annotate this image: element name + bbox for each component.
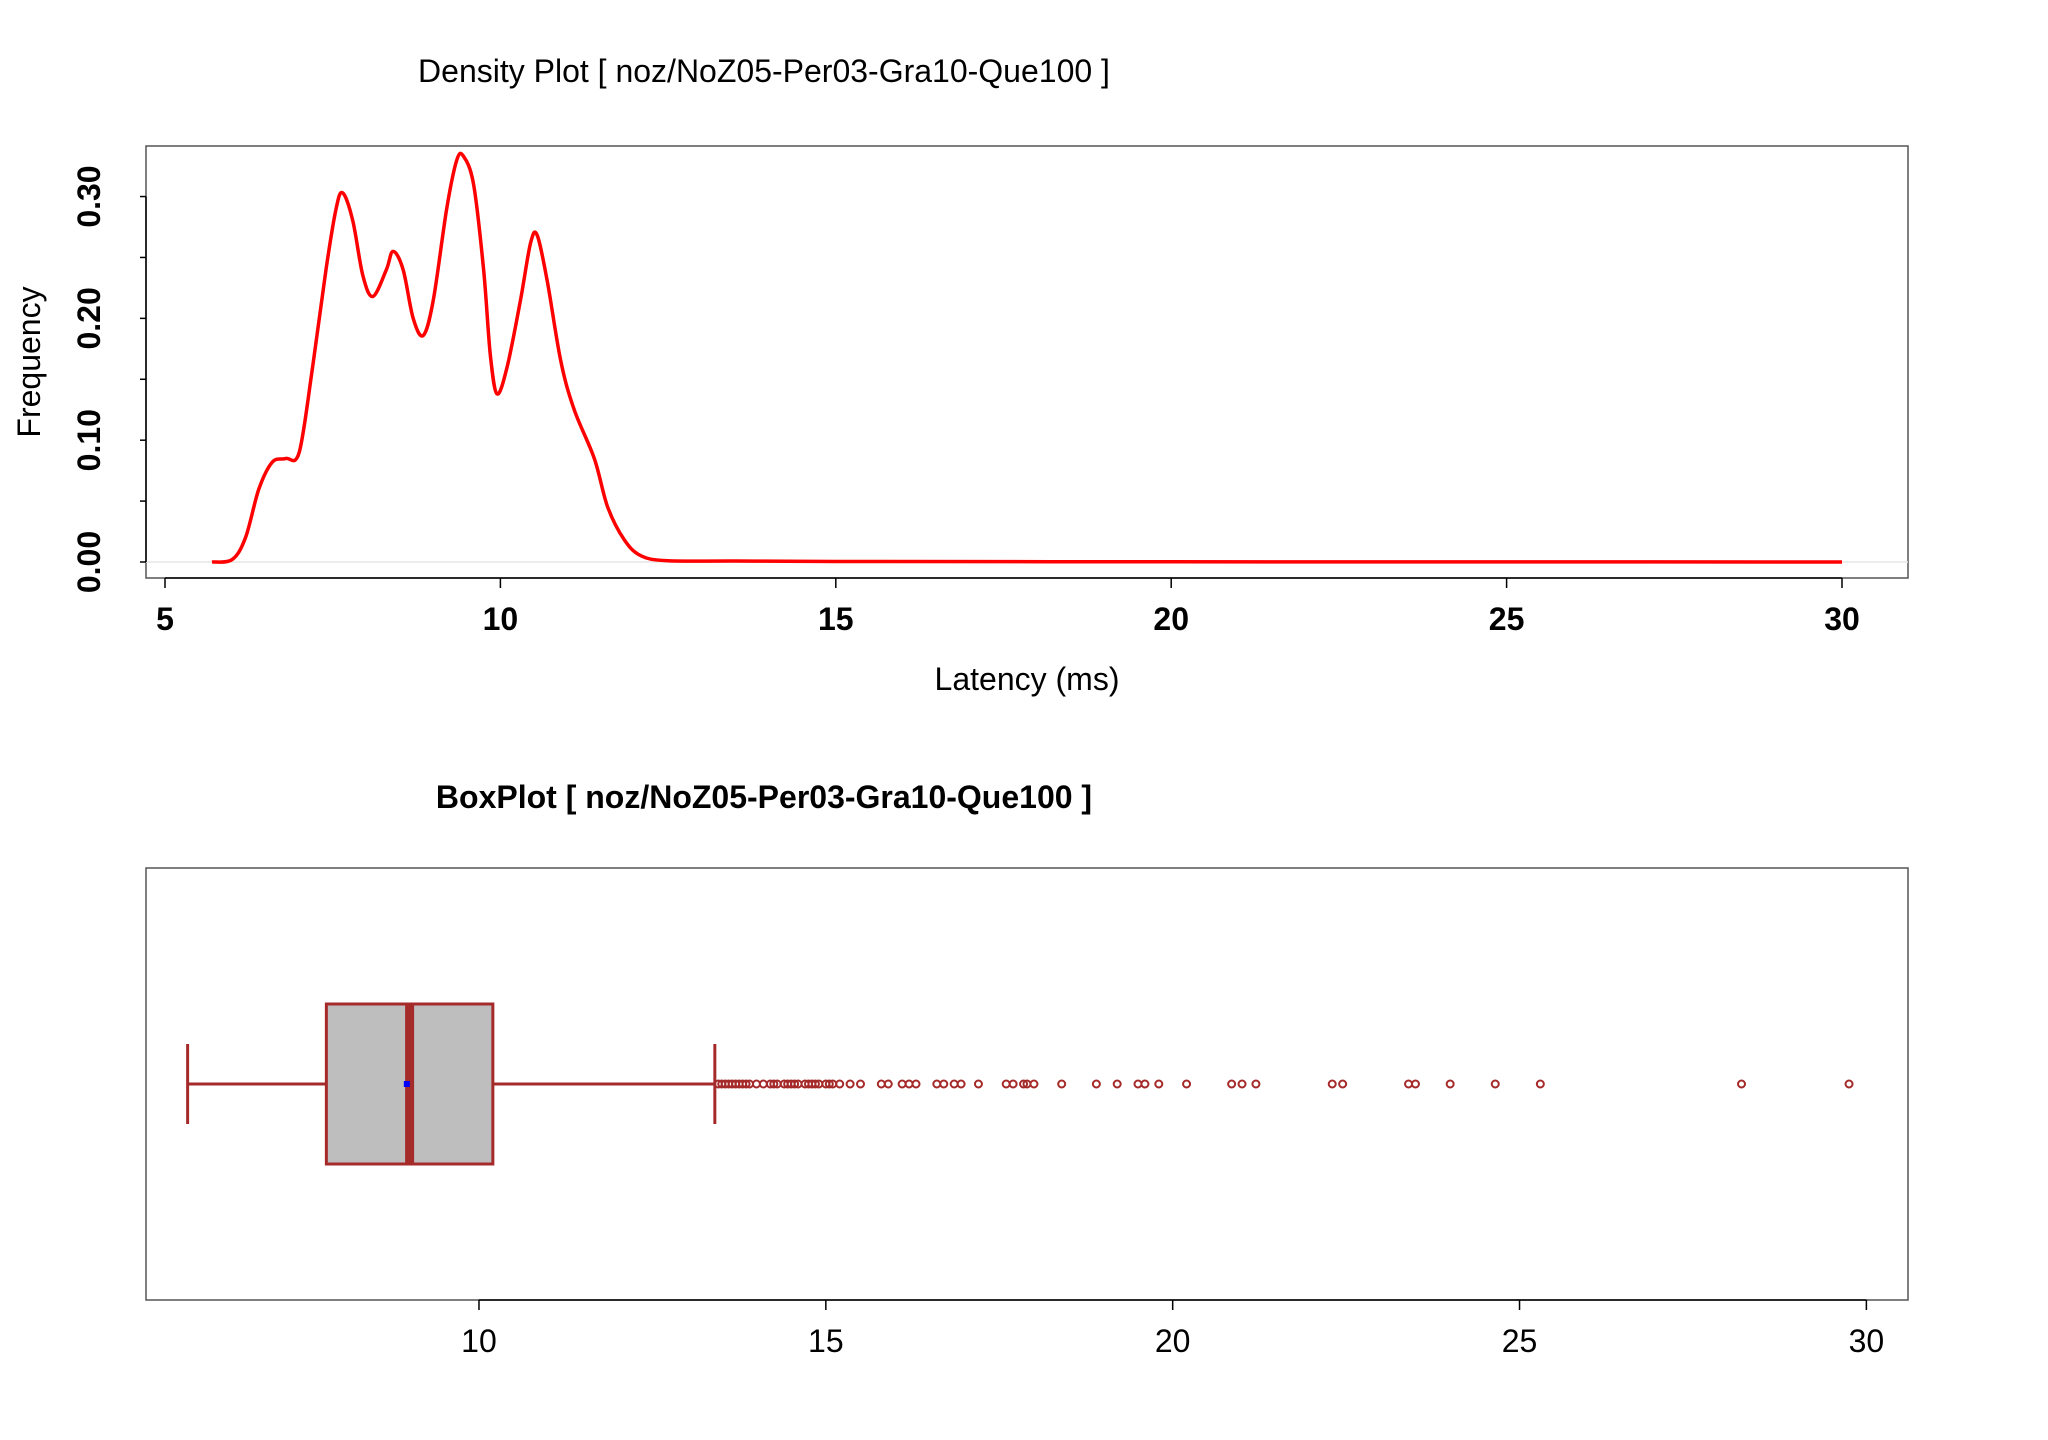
boxplot-outlier-point: [1057, 1079, 1067, 1089]
boxplot-outlier-point: [1019, 1079, 1029, 1089]
density-y-axis: 0.00 0.10 0.20 0.30: [71, 165, 147, 593]
boxplot-outlier-point: [1237, 1079, 1247, 1089]
boxplot-outlier-point: [1029, 1079, 1039, 1089]
boxplot-x-tick-label: 30: [1849, 1323, 1885, 1359]
density-y-tick-label: 0.00: [71, 531, 107, 593]
boxplot-outlier-point: [1251, 1079, 1261, 1089]
boxplot-outlier-point: [973, 1079, 983, 1089]
density-x-tick-label: 15: [818, 601, 854, 637]
boxplot-outlier-point: [1182, 1079, 1192, 1089]
boxplot-outlier-point: [1445, 1079, 1455, 1089]
boxplot-outlier-point: [939, 1079, 949, 1089]
boxplot-outlier-point: [1844, 1079, 1854, 1089]
boxplot-x-axis: 10 15 20 25 30: [461, 1299, 1885, 1359]
boxplot-outlier-point: [911, 1079, 921, 1089]
boxplot-outlier-point: [845, 1079, 855, 1089]
boxplot-x-tick-label: 25: [1502, 1323, 1538, 1359]
boxplot-title: BoxPlot [ noz/NoZ05-Per03-Gra10-Que100 ]: [436, 779, 1092, 815]
boxplot-outlier-point: [1112, 1079, 1122, 1089]
density-x-axis: 5 10 15 20 25 30: [156, 577, 1860, 637]
boxplot-outlier-point: [1535, 1079, 1545, 1089]
density-x-tick-label: 20: [1153, 601, 1189, 637]
boxplot-outlier-point: [810, 1079, 820, 1089]
boxplot-outlier-point: [835, 1079, 845, 1089]
boxplot-outlier-point: [1140, 1079, 1150, 1089]
density-x-tick-label: 5: [156, 601, 174, 637]
boxplot-outlier-point: [1154, 1079, 1164, 1089]
boxplot-outlier-point: [790, 1079, 800, 1089]
boxplot-mean-marker: [403, 1081, 410, 1087]
boxplot-outlier-point: [769, 1079, 779, 1089]
boxplot-outlier-point: [1737, 1079, 1747, 1089]
density-x-axis-label: Latency (ms): [935, 661, 1120, 697]
density-y-tick-label: 0.10: [71, 409, 107, 471]
density-x-tick-label: 10: [483, 601, 519, 637]
density-x-tick-label: 25: [1489, 601, 1525, 637]
density-title: Density Plot [ noz/NoZ05-Per03-Gra10-Que…: [418, 53, 1110, 89]
box-plot: BoxPlot [ noz/NoZ05-Per03-Gra10-Que100 ]…: [145, 779, 1909, 1359]
boxplot-outlier-point: [741, 1079, 751, 1089]
boxplot-x-tick-label: 10: [461, 1323, 497, 1359]
boxplot-x-tick-label: 20: [1155, 1323, 1191, 1359]
boxplot-outlier-point: [1227, 1079, 1237, 1089]
boxplot-outlier-point: [1327, 1079, 1337, 1089]
density-x-tick-label: 30: [1824, 601, 1860, 637]
density-y-tick-label: 0.30: [71, 165, 107, 227]
boxplot-outlier-point: [824, 1079, 834, 1089]
boxplot-outlier-point: [1008, 1079, 1018, 1089]
boxplot-outlier-point: [956, 1079, 966, 1089]
density-plot: Density Plot [ noz/NoZ05-Per03-Gra10-Que…: [11, 53, 1909, 697]
density-plot-frame: [145, 145, 1909, 579]
density-y-axis-label: Frequency: [11, 286, 47, 437]
boxplot-outlier-point: [883, 1079, 893, 1089]
density-curve: [211, 151, 1843, 564]
boxplot-outlier-point: [1338, 1079, 1348, 1089]
boxplot-elements: [186, 1002, 1854, 1166]
boxplot-outlier-point: [1490, 1079, 1500, 1089]
density-y-tick-label: 0.20: [71, 287, 107, 349]
boxplot-outlier-point: [856, 1079, 866, 1089]
boxplot-outlier-point: [1410, 1079, 1420, 1089]
boxplot-outlier-point: [1091, 1079, 1101, 1089]
boxplot-x-tick-label: 15: [808, 1323, 844, 1359]
